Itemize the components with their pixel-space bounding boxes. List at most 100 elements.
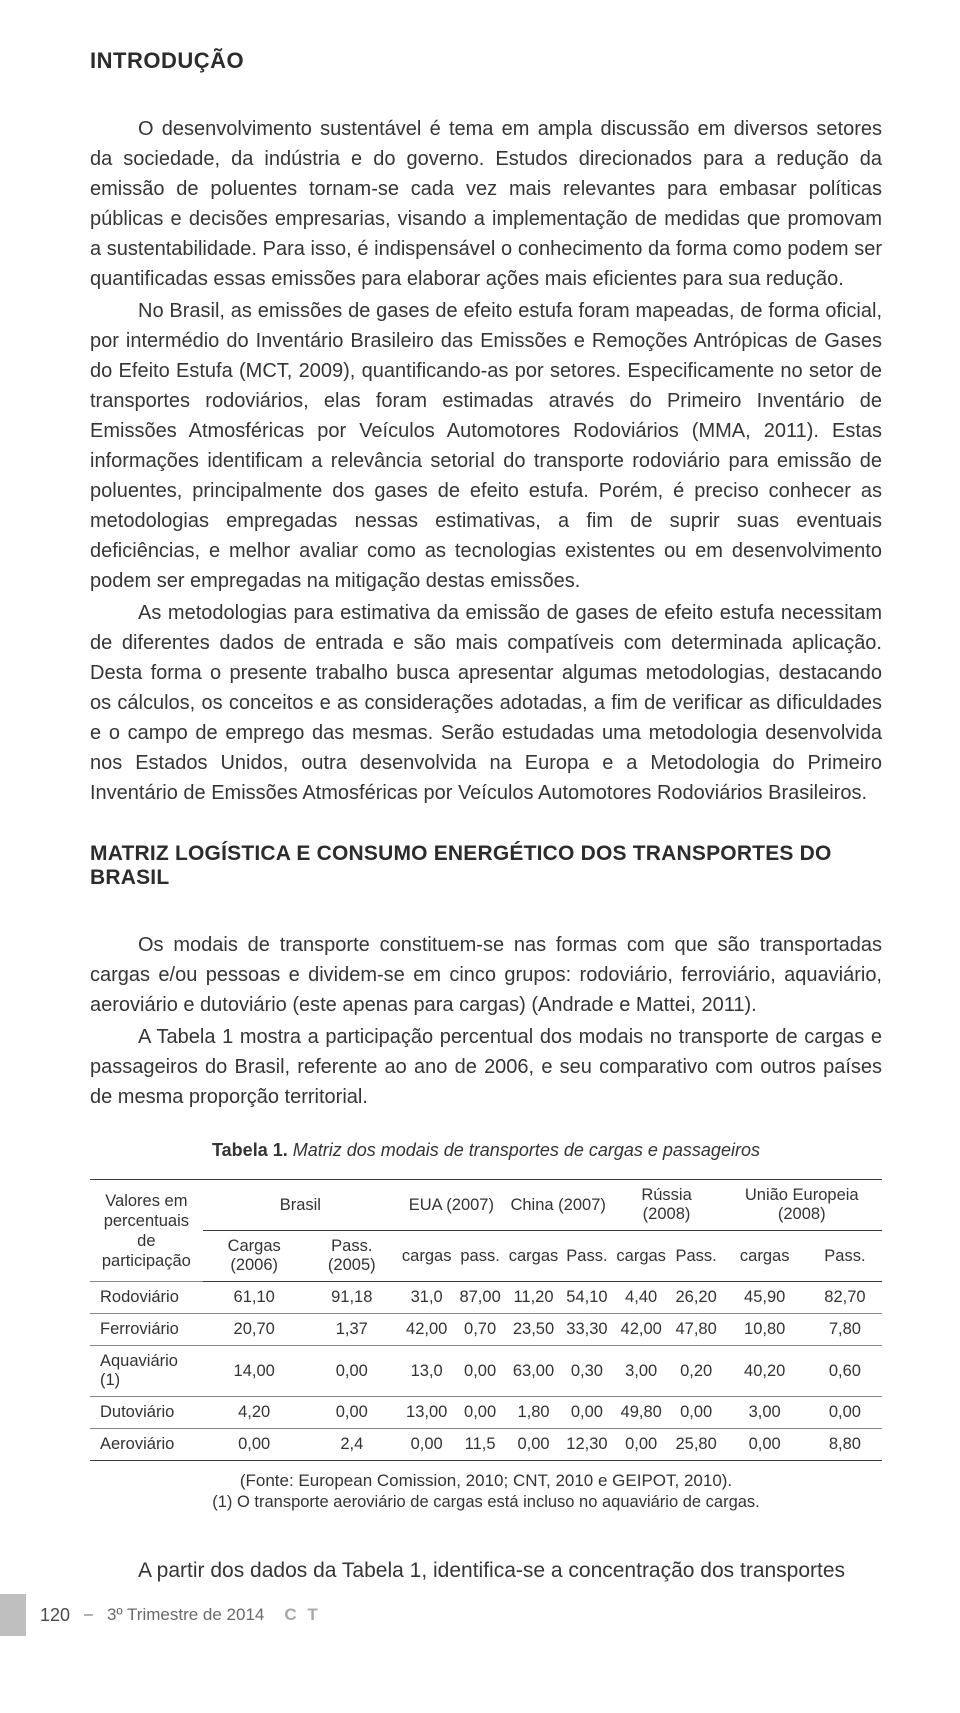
cell-value: 49,80: [612, 1397, 671, 1429]
cell-value: 0,00: [455, 1346, 504, 1397]
cell-value: 1,80: [505, 1397, 563, 1429]
cell-value: 42,00: [612, 1314, 671, 1346]
table-caption-label: Tabela 1.: [212, 1140, 288, 1160]
cell-value: 0,00: [398, 1429, 456, 1461]
cell-value: 0,00: [808, 1397, 882, 1429]
col-country-brasil: Brasil: [203, 1180, 398, 1231]
cell-value: 0,70: [455, 1314, 504, 1346]
col-country-ue: União Europeia (2008): [721, 1180, 882, 1231]
section-title-matriz: MATRIZ LOGÍSTICA E CONSUMO ENERGÉTICO DO…: [90, 842, 882, 890]
cell-value: 0,20: [671, 1346, 722, 1397]
sub-brasil-pass: Pass. (2005): [306, 1231, 398, 1282]
row-label: Dutoviário: [90, 1397, 203, 1429]
cell-value: 2,4: [306, 1429, 398, 1461]
cell-value: 20,70: [203, 1314, 306, 1346]
cell-value: 31,0: [398, 1282, 456, 1314]
sub-china-pass: Pass.: [562, 1231, 611, 1282]
cell-value: 0,00: [455, 1397, 504, 1429]
cell-value: 4,40: [612, 1282, 671, 1314]
table-row: Aquaviário (1)14,000,0013,00,0063,000,30…: [90, 1346, 882, 1397]
sub-brasil-cargas: Cargas (2006): [203, 1231, 306, 1282]
cell-value: 0,00: [505, 1429, 563, 1461]
row-label: Aquaviário (1): [90, 1346, 203, 1397]
footer-issue: 3º Trimestre de 2014: [107, 1605, 264, 1625]
paragraph-2: No Brasil, as emissões de gases de efeit…: [90, 296, 882, 596]
paragraph-1: O desenvolvimento sustentável é tema em …: [90, 114, 882, 294]
row-label: Rodoviário: [90, 1282, 203, 1314]
paragraph-4: Os modais de transporte constituem-se na…: [90, 930, 882, 1020]
row-header-label: Valores em percentuais de participação: [90, 1180, 203, 1282]
cell-value: 40,20: [721, 1346, 807, 1397]
sub-russia-cargas: cargas: [612, 1231, 671, 1282]
cell-value: 1,37: [306, 1314, 398, 1346]
cell-value: 14,00: [203, 1346, 306, 1397]
table-body: Rodoviário61,1091,1831,087,0011,2054,104…: [90, 1282, 882, 1461]
paragraph-3: As metodologias para estimativa da emiss…: [90, 598, 882, 808]
cell-value: 8,80: [808, 1429, 882, 1461]
row-header-label-l3: participação: [102, 1252, 191, 1270]
cell-value: 13,00: [398, 1397, 456, 1429]
cell-value: 0,30: [562, 1346, 611, 1397]
table-modais: Valores em percentuais de participação B…: [90, 1179, 882, 1461]
sub-russia-pass: Pass.: [671, 1231, 722, 1282]
table-row: Rodoviário61,1091,1831,087,0011,2054,104…: [90, 1282, 882, 1314]
page-footer: 120 – 3º Trimestre de 2014 C T: [0, 1594, 882, 1636]
col-country-eua: EUA (2007): [398, 1180, 505, 1231]
cell-value: 63,00: [505, 1346, 563, 1397]
cell-value: 7,80: [808, 1314, 882, 1346]
cell-value: 3,00: [721, 1397, 807, 1429]
table-source-note: (1) O transporte aeroviário de cargas es…: [90, 1493, 882, 1512]
cell-value: 45,90: [721, 1282, 807, 1314]
cell-value: 10,80: [721, 1314, 807, 1346]
cell-value: 3,00: [612, 1346, 671, 1397]
row-label: Aeroviário: [90, 1429, 203, 1461]
col-country-russia: Rússia (2008): [612, 1180, 722, 1231]
cell-value: 0,00: [671, 1397, 722, 1429]
cell-value: 11,20: [505, 1282, 563, 1314]
cell-value: 54,10: [562, 1282, 611, 1314]
page: INTRODUÇÃO O desenvolvimento sustentável…: [0, 0, 960, 1666]
col-country-china: China (2007): [505, 1180, 612, 1231]
cell-value: 26,20: [671, 1282, 722, 1314]
cell-value: 0,00: [306, 1346, 398, 1397]
row-header-label-l1: Valores em: [105, 1192, 187, 1210]
cell-value: 25,80: [671, 1429, 722, 1461]
cell-value: 4,20: [203, 1397, 306, 1429]
cell-value: 87,00: [455, 1282, 504, 1314]
sub-ue-pass: Pass.: [808, 1231, 882, 1282]
table-caption: Tabela 1. Matriz dos modais de transport…: [90, 1140, 882, 1161]
cell-value: 11,5: [455, 1429, 504, 1461]
cell-value: 82,70: [808, 1282, 882, 1314]
footer-stub: [0, 1594, 26, 1636]
table-row: Dutoviário4,200,0013,000,001,800,0049,80…: [90, 1397, 882, 1429]
cell-value: 0,00: [562, 1397, 611, 1429]
footer-separator: –: [84, 1606, 93, 1624]
sub-eua-cargas: cargas: [398, 1231, 456, 1282]
cell-value: 47,80: [671, 1314, 722, 1346]
cell-value: 12,30: [562, 1429, 611, 1461]
cell-value: 61,10: [203, 1282, 306, 1314]
table-row: Ferroviário20,701,3742,000,7023,5033,304…: [90, 1314, 882, 1346]
row-header-label-l2: percentuais de: [104, 1212, 189, 1250]
cell-value: 42,00: [398, 1314, 456, 1346]
table-caption-text: Matriz dos modais de transportes de carg…: [288, 1140, 760, 1160]
table-source: (Fonte: European Comission, 2010; CNT, 2…: [90, 1471, 882, 1491]
cell-value: 0,00: [612, 1429, 671, 1461]
sub-eua-pass: pass.: [455, 1231, 504, 1282]
cell-value: 33,30: [562, 1314, 611, 1346]
cell-value: 13,0: [398, 1346, 456, 1397]
cell-value: 0,60: [808, 1346, 882, 1397]
section-title-introducao: INTRODUÇÃO: [90, 48, 882, 74]
paragraph-5: A Tabela 1 mostra a participação percent…: [90, 1022, 882, 1112]
closing-paragraph: A partir dos dados da Tabela 1, identifi…: [90, 1556, 882, 1586]
cell-value: 0,00: [721, 1429, 807, 1461]
page-number: 120: [40, 1605, 70, 1626]
sub-china-cargas: cargas: [505, 1231, 563, 1282]
footer-logo: C T: [284, 1605, 320, 1625]
cell-value: 0,00: [203, 1429, 306, 1461]
table-row: Aeroviário0,002,40,0011,50,0012,300,0025…: [90, 1429, 882, 1461]
cell-value: 91,18: [306, 1282, 398, 1314]
cell-value: 23,50: [505, 1314, 563, 1346]
sub-ue-cargas: cargas: [721, 1231, 807, 1282]
cell-value: 0,00: [306, 1397, 398, 1429]
